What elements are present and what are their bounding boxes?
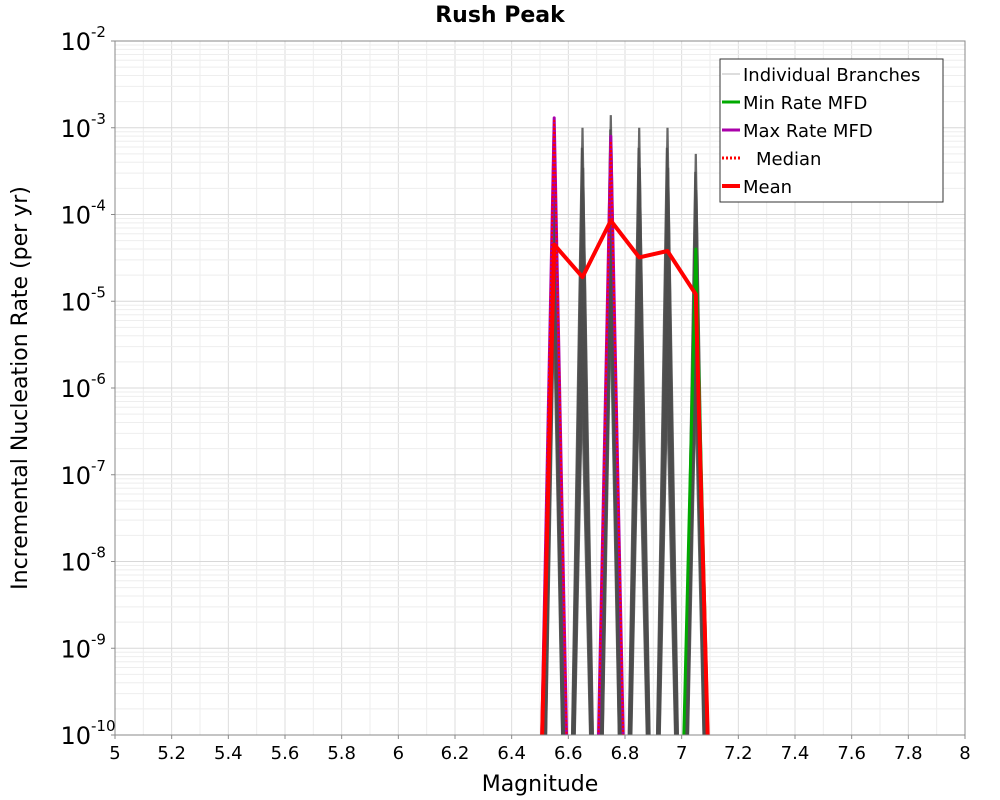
y-tick-exponent: -6: [91, 370, 106, 388]
y-tick-label: 10: [60, 549, 91, 577]
mean-line: [540, 218, 710, 735]
legend-label: Mean: [743, 177, 792, 198]
legend-label: Min Rate MFD: [743, 93, 867, 114]
x-tick-label: 7.6: [837, 743, 866, 764]
legend-label: Individual Branches: [743, 65, 920, 86]
y-tick-label: 10: [60, 375, 91, 403]
y-tick-exponent: -5: [91, 283, 106, 301]
y-tick-label: 10: [60, 635, 91, 663]
y-tick-label: 10: [60, 722, 91, 750]
x-axis-ticks: 5 5.2 5.4 5.6 5.8 6 6.2 6.4 6.6 6.8 7 7.2 7.4 7.6 7.8 8: [109, 735, 971, 764]
x-axis-label: Magnitude: [482, 772, 599, 797]
y-axis-label: Incremental Nucleation Rate (per yr): [8, 186, 33, 590]
x-tick-label: 5.6: [271, 743, 300, 764]
x-tick-label: 7.8: [894, 743, 923, 764]
chart-title: Rush Peak: [435, 3, 566, 28]
x-tick-label: 6.4: [497, 743, 526, 764]
y-tick-exponent: -3: [91, 110, 106, 128]
median-line: [540, 119, 625, 735]
series-layer: [540, 115, 710, 735]
x-tick-label: 7: [676, 743, 687, 764]
y-tick-exponent: -9: [91, 630, 106, 648]
y-tick-label: 10: [60, 28, 91, 56]
x-tick-label: 6: [393, 743, 404, 764]
y-tick-label: 10: [60, 462, 91, 490]
x-tick-label: 5.4: [214, 743, 243, 764]
x-tick-label: 5.8: [327, 743, 356, 764]
y-tick-exponent: -2: [91, 23, 106, 41]
legend-label: Max Rate MFD: [743, 121, 873, 142]
x-tick-label: 6.6: [554, 743, 583, 764]
series-mean: [540, 218, 710, 735]
legend-box: [719, 58, 944, 203]
x-tick-label: 6.2: [441, 743, 470, 764]
legend-label: Median: [756, 149, 821, 170]
x-tick-label: 6.8: [611, 743, 640, 764]
x-tick-label: 8: [959, 743, 970, 764]
y-tick-label: 10: [60, 202, 91, 230]
y-tick-exponent: -10: [91, 717, 116, 735]
y-tick-exponent: -8: [91, 544, 106, 562]
y-tick-exponent: -7: [91, 457, 106, 475]
x-tick-label: 7.4: [781, 743, 810, 764]
y-tick-exponent: -4: [91, 197, 106, 215]
y-tick-label: 10: [60, 288, 91, 316]
x-tick-label: 5: [109, 743, 120, 764]
legend: Individual Branches Min Rate MFD Max Rate …: [719, 58, 944, 203]
x-tick-label: 7.2: [724, 743, 753, 764]
x-tick-label: 5.2: [157, 743, 186, 764]
y-tick-label: 10: [60, 115, 91, 143]
series-median: [540, 119, 625, 735]
